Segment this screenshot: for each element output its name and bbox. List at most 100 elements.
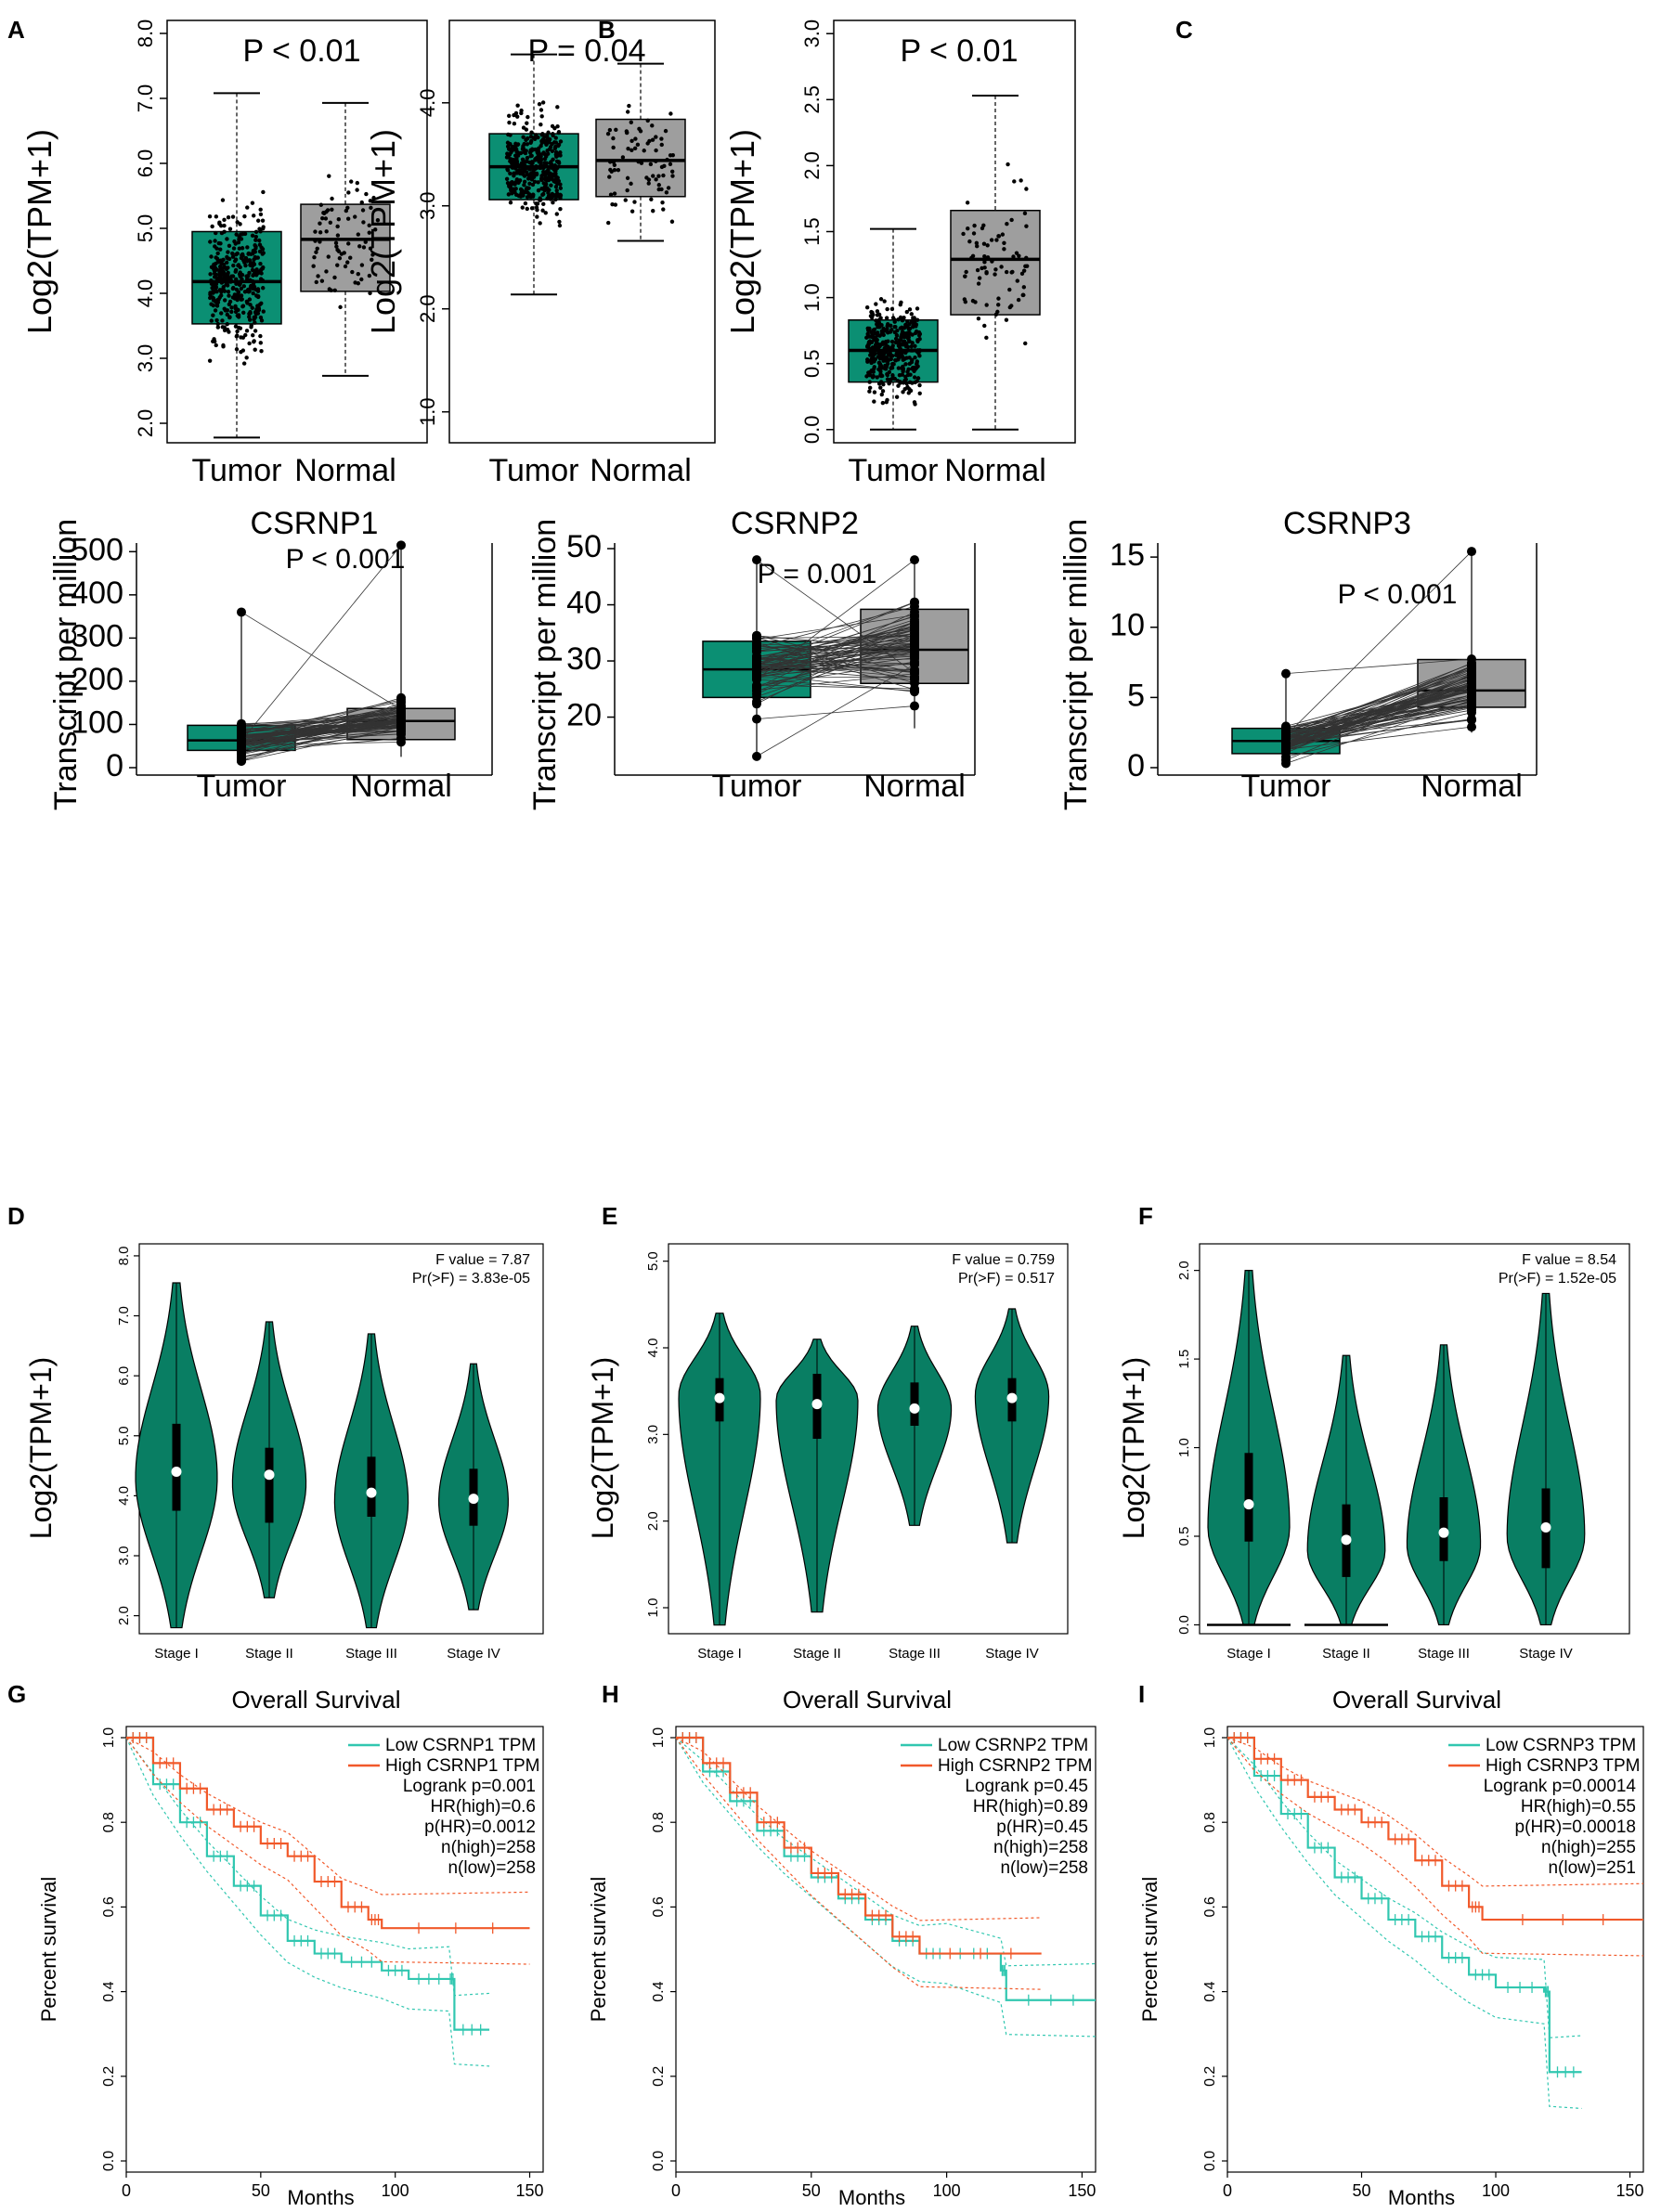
data-point [650,137,655,142]
data-point [253,329,258,333]
data-point [558,193,564,198]
data-point [1007,287,1012,292]
data-point [234,287,240,292]
data-point [219,293,224,298]
data-point [231,285,236,291]
data-point [917,391,922,395]
data-point [526,114,530,120]
data-point [878,316,883,320]
data-point [646,177,652,182]
data-point [910,610,919,620]
data-point [877,343,882,349]
data-point [241,361,247,366]
data-point [889,306,895,312]
y-tick-label: 5.0 [116,1426,132,1445]
violin-median [811,1399,823,1410]
data-point [553,136,558,140]
y-tick-label: 0.8 [1202,1812,1218,1832]
data-point [243,332,248,338]
data-point [881,351,887,356]
p-value-annotation: P < 0.01 [901,33,1019,69]
data-point [975,243,980,249]
data-point [645,118,650,123]
data-point [519,108,524,113]
data-point [907,387,912,392]
x-axis-label: Months [1388,2186,1455,2209]
x-category-label: Tumor [1241,769,1331,804]
data-point [521,193,526,198]
data-point [632,146,638,151]
data-point [1021,285,1027,290]
data-point [261,251,266,255]
x-category-label: Stage IV [985,1646,1039,1662]
data-point [330,207,334,212]
data-point [346,241,351,246]
x-category-label: Stage III [1418,1646,1470,1662]
data-point [896,343,902,348]
data-point [548,171,552,175]
data-point [661,207,666,212]
data-point [218,247,223,252]
data-point [355,188,359,192]
x-category-label: Stage II [1322,1646,1370,1662]
data-point [1281,755,1291,765]
data-point [541,201,546,207]
data-point [238,274,242,278]
data-point [886,321,890,327]
p-value-annotation: P < 0.001 [1338,579,1458,610]
y-tick-label: 2.0 [116,1606,132,1625]
data-point [874,302,878,306]
y-tick-label: 0.6 [1202,1896,1218,1917]
data-point [905,319,910,324]
data-point [528,140,533,146]
y-tick-label: 10 [1110,608,1145,643]
data-point [335,247,340,252]
data-point [344,208,349,213]
y-tick-label: 15 [1110,537,1145,573]
data-point [338,304,343,310]
data-point [866,328,871,333]
data-point [512,122,517,126]
confidence-band [1226,1737,1644,1957]
x-category-label: Normal [590,453,692,488]
data-point [911,366,915,370]
pair-line [1285,701,1473,750]
pair-line [1285,690,1473,733]
data-point [318,230,323,235]
violin-iqr [1244,1453,1253,1542]
x-category-label: Normal [1421,769,1523,804]
data-point [909,359,915,365]
data-point [368,199,373,203]
data-point [537,101,542,107]
x-tick-label: 50 [1353,2181,1371,2200]
data-point [250,233,255,238]
data-point [555,123,560,129]
data-point [882,299,887,304]
data-point [240,252,244,258]
pair-line [1285,665,1473,744]
data-point [894,332,900,338]
y-tick-label: 0.2 [1202,2066,1218,2087]
data-point [654,135,658,139]
pair-line [756,622,915,673]
data-point [913,343,917,348]
data-point [226,290,231,294]
data-point [261,286,266,291]
data-point [214,214,219,219]
data-point [910,617,919,627]
data-point [255,293,261,299]
x-category-label: Stage II [245,1646,293,1662]
data-point [208,292,213,297]
pair-line [240,738,402,753]
data-point [214,261,218,266]
x-category-label: Stage I [154,1646,199,1662]
data-point [550,142,554,147]
data-point [545,140,550,146]
data-point [237,749,246,759]
data-point [525,121,529,125]
data-point [250,305,254,310]
data-point [875,375,879,380]
pair-line [1285,698,1473,735]
violin-median [1540,1521,1551,1533]
